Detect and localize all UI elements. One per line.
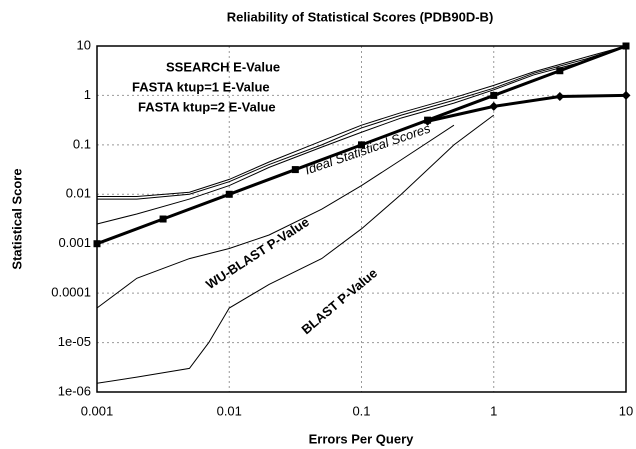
y-tick-label: 1 bbox=[84, 87, 91, 102]
x-tick-label: 0.001 bbox=[81, 403, 114, 418]
y-tick-label: 0.1 bbox=[73, 136, 91, 151]
y-tick-label: 1e-06 bbox=[58, 383, 91, 398]
marker bbox=[489, 101, 499, 111]
marker bbox=[556, 67, 564, 75]
x-axis-title: Errors Per Query bbox=[309, 431, 415, 446]
y-tick-label: 1e-05 bbox=[58, 334, 91, 349]
annotation: FASTA ktup=1 E-Value bbox=[132, 79, 270, 94]
series-line bbox=[97, 45, 627, 198]
chart-title: Reliability of Statistical Scores (PDB90… bbox=[227, 9, 494, 24]
marker bbox=[555, 92, 565, 102]
y-tick-label: 0.001 bbox=[58, 235, 91, 250]
marker bbox=[621, 90, 631, 100]
marker bbox=[159, 215, 167, 223]
series-line bbox=[96, 114, 495, 384]
annotation: Ideal Statistical Scores bbox=[303, 120, 433, 177]
x-tick-label: 1 bbox=[490, 403, 497, 418]
y-tick-label: 0.01 bbox=[66, 186, 91, 201]
marker bbox=[291, 166, 299, 174]
series-line bbox=[427, 93, 627, 123]
x-tick-label: 0.01 bbox=[217, 403, 242, 418]
marker bbox=[225, 190, 233, 198]
marker bbox=[490, 91, 498, 99]
y-tick-label: 0.0001 bbox=[51, 285, 91, 300]
marker bbox=[424, 116, 432, 124]
annotation: WU-BLAST P-Value bbox=[203, 214, 312, 292]
y-axis-title: Statistical Score bbox=[9, 168, 24, 269]
marker bbox=[358, 141, 365, 149]
annotation: FASTA ktup=2 E-Value bbox=[138, 99, 276, 114]
annotation: SSEARCH E-Value bbox=[166, 59, 280, 74]
x-tick-label: 0.1 bbox=[352, 403, 370, 418]
plot-frame bbox=[96, 45, 627, 393]
series-line bbox=[96, 124, 455, 309]
marker bbox=[93, 240, 101, 248]
y-tick-label: 10 bbox=[77, 37, 91, 52]
series-line bbox=[96, 45, 627, 225]
x-tick-label: 10 bbox=[619, 403, 633, 418]
marker bbox=[622, 42, 630, 50]
annotation: BLAST P-Value bbox=[299, 265, 381, 337]
series-line bbox=[97, 45, 627, 200]
